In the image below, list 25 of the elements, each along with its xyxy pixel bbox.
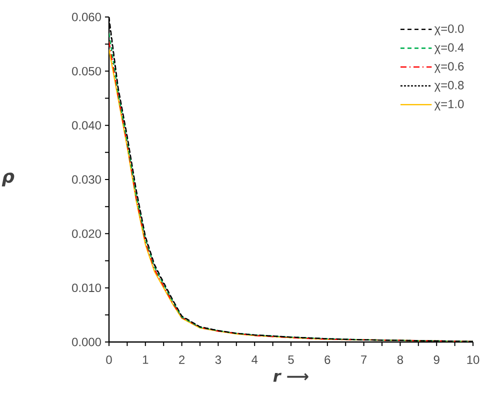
y-tick-label: 0.010	[72, 284, 102, 292]
legend-label: χ=0.0	[434, 24, 464, 36]
legend-label: χ=0.8	[434, 80, 464, 92]
y-tick-label: 0.030	[72, 175, 102, 184]
x-tick-label: 4	[252, 356, 258, 364]
y-tick-label: 0.000	[72, 338, 102, 346]
x-tick-label: 2	[179, 356, 185, 364]
x-tick-label: 5	[288, 356, 294, 364]
x-tick-label: 8	[397, 356, 404, 364]
x-tick-label: 0	[106, 356, 112, 364]
x-tick-label: 1	[142, 356, 148, 364]
y-tick-label: 0.020	[72, 229, 102, 238]
legend-label: χ=0.4	[434, 43, 464, 54]
x-tick-label: 10	[467, 356, 480, 364]
x-tick-label: 7	[361, 356, 367, 364]
legend-label: χ=0.6	[434, 62, 464, 73]
x-axis-title: r ⟶	[273, 372, 308, 382]
y-tick-label: 0.060	[72, 12, 102, 22]
x-tick-label: 3	[215, 356, 221, 364]
y-tick-label: 0.040	[72, 121, 102, 130]
x-tick-label: 9	[434, 356, 440, 364]
y-axis-title: ρ	[2, 172, 14, 186]
y-tick-label: 0.050	[72, 66, 102, 76]
legend-label: χ=1.0	[434, 100, 464, 111]
x-tick-label: 6	[324, 356, 330, 364]
